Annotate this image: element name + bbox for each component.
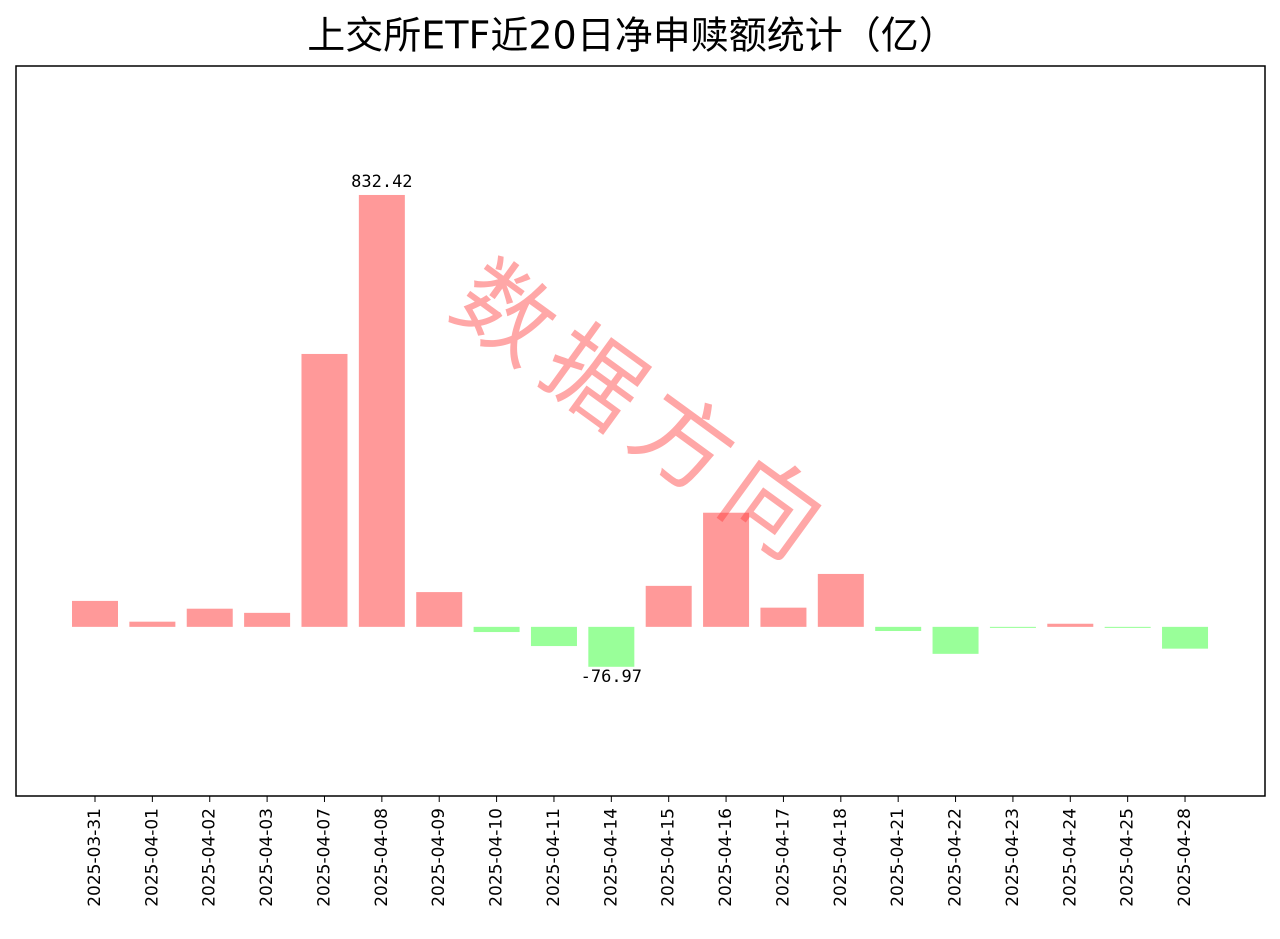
bar bbox=[473, 626, 520, 633]
bar bbox=[244, 612, 291, 627]
bar bbox=[416, 592, 463, 627]
x-tick-label: 2025-04-01 bbox=[142, 808, 162, 907]
x-tick-label: 2025-04-23 bbox=[1003, 808, 1023, 907]
x-tick-label: 2025-04-14 bbox=[601, 808, 621, 907]
bar bbox=[129, 621, 176, 627]
x-tick-label: 2025-04-24 bbox=[1060, 808, 1080, 907]
x-tick-label: 2025-04-10 bbox=[487, 808, 507, 907]
x-tick-label: 2025-04-09 bbox=[429, 808, 449, 907]
bar bbox=[186, 608, 233, 627]
bar bbox=[645, 585, 692, 627]
x-tick-label: 2025-04-17 bbox=[773, 808, 793, 907]
bar bbox=[530, 626, 577, 647]
value-label: -76.97 bbox=[581, 667, 642, 687]
bar bbox=[72, 600, 118, 627]
bar bbox=[1047, 623, 1094, 627]
x-tick-label: 2025-04-18 bbox=[831, 808, 851, 907]
chart-title: 上交所ETF近20日净申赎额统计（亿） bbox=[307, 14, 956, 58]
bar bbox=[301, 353, 348, 627]
x-tick-label: 2025-04-07 bbox=[314, 808, 334, 907]
x-tick-label: 2025-04-03 bbox=[257, 808, 277, 907]
x-tick-label: 2025-04-22 bbox=[946, 808, 966, 907]
x-tick-label: 2025-04-16 bbox=[716, 808, 736, 907]
value-label: 832.42 bbox=[351, 172, 412, 192]
bar bbox=[1104, 626, 1151, 628]
bar bbox=[817, 573, 864, 627]
x-tick-label: 2025-04-15 bbox=[659, 808, 679, 907]
bar bbox=[358, 194, 405, 627]
plot-frame bbox=[15, 65, 1266, 797]
x-tick-label: 2025-04-08 bbox=[372, 808, 392, 907]
x-tick-label: 2025-04-28 bbox=[1175, 808, 1195, 907]
bar bbox=[989, 626, 1036, 628]
bar bbox=[760, 607, 807, 627]
bar bbox=[1162, 626, 1209, 649]
x-tick-label: 2025-03-31 bbox=[85, 808, 105, 907]
bar bbox=[875, 626, 922, 632]
bar bbox=[932, 626, 979, 654]
bar bbox=[588, 626, 635, 667]
x-tick-label: 2025-04-25 bbox=[1118, 808, 1138, 907]
bar bbox=[703, 512, 750, 627]
x-tick-label: 2025-04-21 bbox=[888, 808, 908, 907]
x-tick-label: 2025-04-11 bbox=[544, 808, 564, 907]
x-tick-label: 2025-04-02 bbox=[200, 808, 220, 907]
